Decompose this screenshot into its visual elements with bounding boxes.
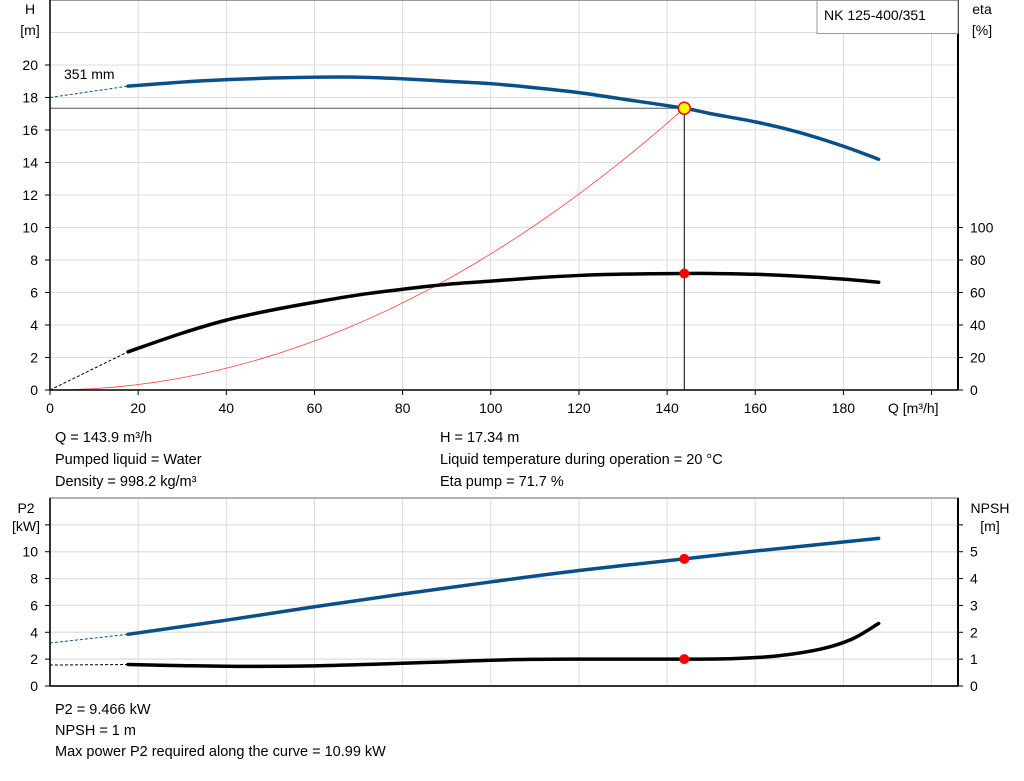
h-tick-label: 6 xyxy=(30,285,38,301)
info-density: Density = 998.2 kg/m³ xyxy=(55,474,197,490)
p2-tick-label: 6 xyxy=(30,597,38,613)
x-tick-label: 120 xyxy=(567,400,591,416)
x-tick-label: 180 xyxy=(832,400,856,416)
h-tick-label: 18 xyxy=(22,90,38,106)
info-liquid: Pumped liquid = Water xyxy=(55,452,202,468)
top-grid xyxy=(50,0,958,390)
h-extrapolated xyxy=(49,85,129,98)
p2-tick-label: 0 xyxy=(30,678,38,694)
npsh-tick-label: 2 xyxy=(970,624,978,640)
h-tick-label: 8 xyxy=(30,252,38,268)
curve-label: 351 mm xyxy=(64,66,115,82)
h-curve xyxy=(126,75,881,161)
npsh-point-marker xyxy=(679,654,690,665)
x-axis-label: Q [m³/h] xyxy=(888,400,939,416)
chart-title: NK 125-400/351 xyxy=(824,7,926,23)
p2-tick-label: 8 xyxy=(30,571,38,587)
bottom-plot-frame xyxy=(49,497,959,687)
npsh-tick-label: 0 xyxy=(970,678,978,694)
x-tick-label: 60 xyxy=(307,400,323,416)
x-tick-label: 20 xyxy=(130,400,146,416)
p2-axis-label: P2 xyxy=(17,500,34,516)
npsh-tick-label: 1 xyxy=(970,651,978,667)
npsh-tick-label: 4 xyxy=(970,571,978,587)
eta-axis-unit: [%] xyxy=(972,22,992,38)
info-p2: P2 = 9.466 kW xyxy=(55,702,151,718)
x-tick-label: 80 xyxy=(395,400,411,416)
h-tick-label: 12 xyxy=(22,187,38,203)
p2-curve xyxy=(126,536,881,637)
eta-point-marker xyxy=(679,268,690,279)
npsh-curve xyxy=(126,621,881,669)
curves xyxy=(49,75,881,669)
h-tick-label: 20 xyxy=(22,57,38,73)
h-tick-label: 2 xyxy=(30,350,38,366)
h-axis-label: H xyxy=(25,1,35,17)
eta-tick-label: 100 xyxy=(970,220,994,236)
npsh-extrapolated xyxy=(49,664,129,666)
p2-tick-label: 4 xyxy=(30,624,38,640)
npsh-axis-unit: [m] xyxy=(980,518,999,534)
p2-extrapolated xyxy=(49,633,129,644)
eta-axis-label: eta xyxy=(972,1,992,17)
eta-tick-label: 80 xyxy=(970,252,986,268)
npsh-tick-label: 3 xyxy=(970,597,978,613)
labels: H [m] eta [%] Q [m³/h] 351 mm NK 125-400… xyxy=(12,0,1010,534)
eta-curve xyxy=(126,271,881,354)
x-tick-label: 0 xyxy=(46,400,54,416)
eta-tick-label: 0 xyxy=(970,382,978,398)
eta-tick-label: 60 xyxy=(970,285,986,301)
x-tick-label: 140 xyxy=(655,400,679,416)
p2-tick-label: 10 xyxy=(22,544,38,560)
eta-tick-label: 20 xyxy=(970,350,986,366)
h-tick-label: 10 xyxy=(22,220,38,236)
info-npsh: NPSH = 1 m xyxy=(55,723,136,739)
npsh-tick-label: 5 xyxy=(970,544,978,560)
bottom-grid xyxy=(50,498,958,686)
h-tick-label: 4 xyxy=(30,317,38,333)
h-tick-label: 16 xyxy=(22,122,38,138)
npsh-axis-label: NPSH xyxy=(971,500,1010,516)
info-temp: Liquid temperature during operation = 20… xyxy=(440,452,723,468)
operating-point-marker xyxy=(677,101,692,115)
h-tick-label: 14 xyxy=(22,155,38,171)
x-tick-label: 100 xyxy=(479,400,503,416)
info-max-power: Max power P2 required along the curve = … xyxy=(55,744,386,760)
title-box xyxy=(816,0,959,34)
info-eta: Eta pump = 71.7 % xyxy=(440,474,564,490)
h-axis-unit: [m] xyxy=(20,22,39,38)
h-tick-label: 0 xyxy=(30,382,38,398)
p2-point-marker xyxy=(679,553,690,564)
axes: 0 20 40 60 80 100 120 140 160 1800246810121416182… xyxy=(22,0,994,694)
info-h: H = 17.34 m xyxy=(440,430,520,446)
eta-tick-label: 40 xyxy=(970,317,986,333)
system-curve xyxy=(49,107,685,391)
eta-extrapolated xyxy=(49,351,129,391)
info-q: Q = 143.9 m³/h xyxy=(55,430,153,446)
p2-tick-label: 2 xyxy=(30,651,38,667)
x-tick-label: 160 xyxy=(744,400,768,416)
x-tick-label: 40 xyxy=(219,400,235,416)
p2-axis-unit: [kW] xyxy=(12,518,40,534)
